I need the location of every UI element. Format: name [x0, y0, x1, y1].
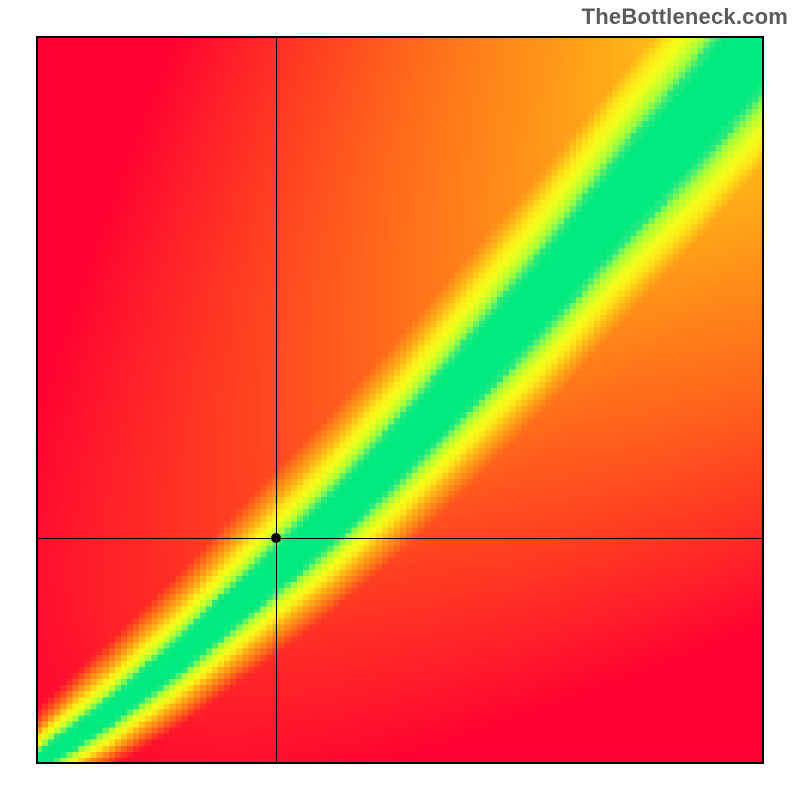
heatmap-canvas — [36, 36, 764, 764]
chart-frame: TheBottleneck.com — [0, 0, 800, 800]
attribution-text: TheBottleneck.com — [582, 4, 788, 30]
plot-area — [36, 36, 764, 764]
